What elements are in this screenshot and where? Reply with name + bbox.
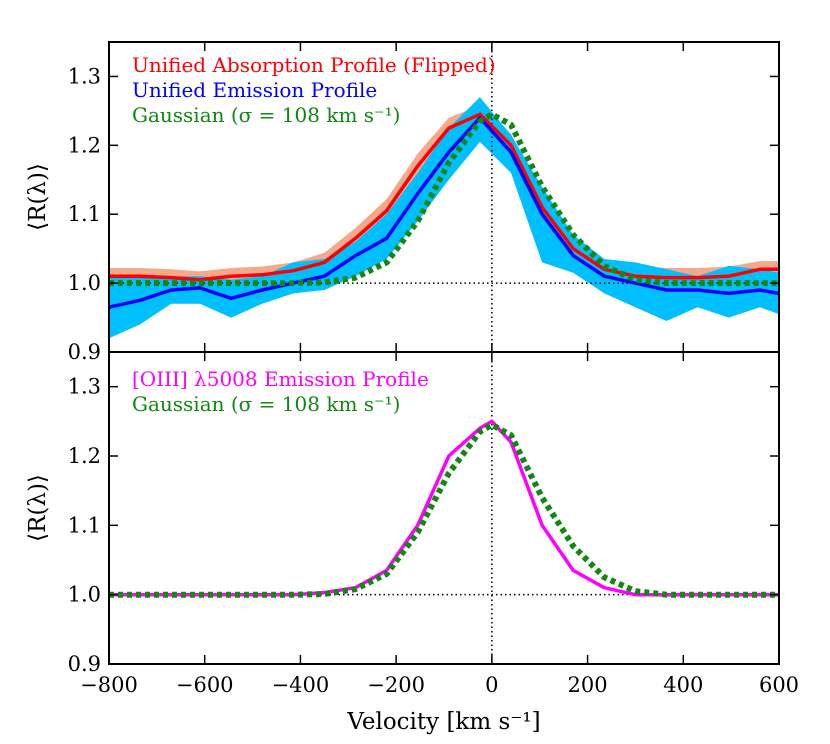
x-axis-label: Velocity [km s⁻¹]: [346, 709, 540, 735]
y-tick-label: 0.9: [68, 340, 101, 364]
y-tick-label: 0.9: [68, 652, 101, 676]
x-tick-label: 400: [663, 673, 703, 697]
y-axis-label: ⟨R(λ)⟩: [25, 474, 51, 542]
y-tick-label: 1.2: [68, 444, 101, 468]
x-tick-label: −400: [272, 673, 330, 697]
series-line-1: [109, 116, 779, 309]
series-line-2: [109, 111, 779, 287]
x-tick-label: 0: [485, 673, 498, 697]
x-tick-label: −800: [80, 673, 138, 697]
y-tick-label: 1.3: [68, 64, 101, 88]
plot-area: [109, 42, 779, 352]
x-tick-label: 200: [568, 673, 608, 697]
y-tick-label: 1.3: [68, 375, 101, 399]
axes-frame: [108, 351, 780, 665]
y-tick-label: 1.1: [68, 202, 101, 226]
legend-entry: Unified Absorption Profile (Flipped): [132, 53, 496, 77]
legend-entry: Gaussian (σ = 108 km s⁻¹): [132, 103, 400, 127]
series-line-0: [109, 419, 779, 597]
y-tick-label: 1.0: [68, 271, 101, 295]
bottom-panel: 0.9 1.0 1.1 1.2 1.3 −800 −600 −400 −200 0 200 400 60…: [25, 351, 799, 697]
x-tick-label: −600: [176, 673, 234, 697]
y-axis-label: ⟨R(λ)⟩: [25, 163, 51, 231]
x-tick-label: −200: [367, 673, 425, 697]
series-line-0: [109, 112, 779, 282]
y-tick-label: 1.0: [68, 583, 101, 607]
x-tick-label: 600: [759, 673, 799, 697]
y-tick-label: 1.2: [68, 133, 101, 157]
legend-entry: Gaussian (σ = 108 km s⁻¹): [132, 392, 400, 416]
series-line-1: [109, 421, 779, 598]
top-panel: 0.9 1.0 1.1 1.2 1.3 ⟨R(λ)⟩ Unified Absorption …: [25, 41, 780, 364]
y-tick-label: 1.1: [68, 513, 101, 537]
legend-entry: Unified Emission Profile: [132, 78, 377, 102]
legend-entry: [OIII] λ5008 Emission Profile: [132, 367, 429, 391]
plot-area: [109, 352, 779, 664]
